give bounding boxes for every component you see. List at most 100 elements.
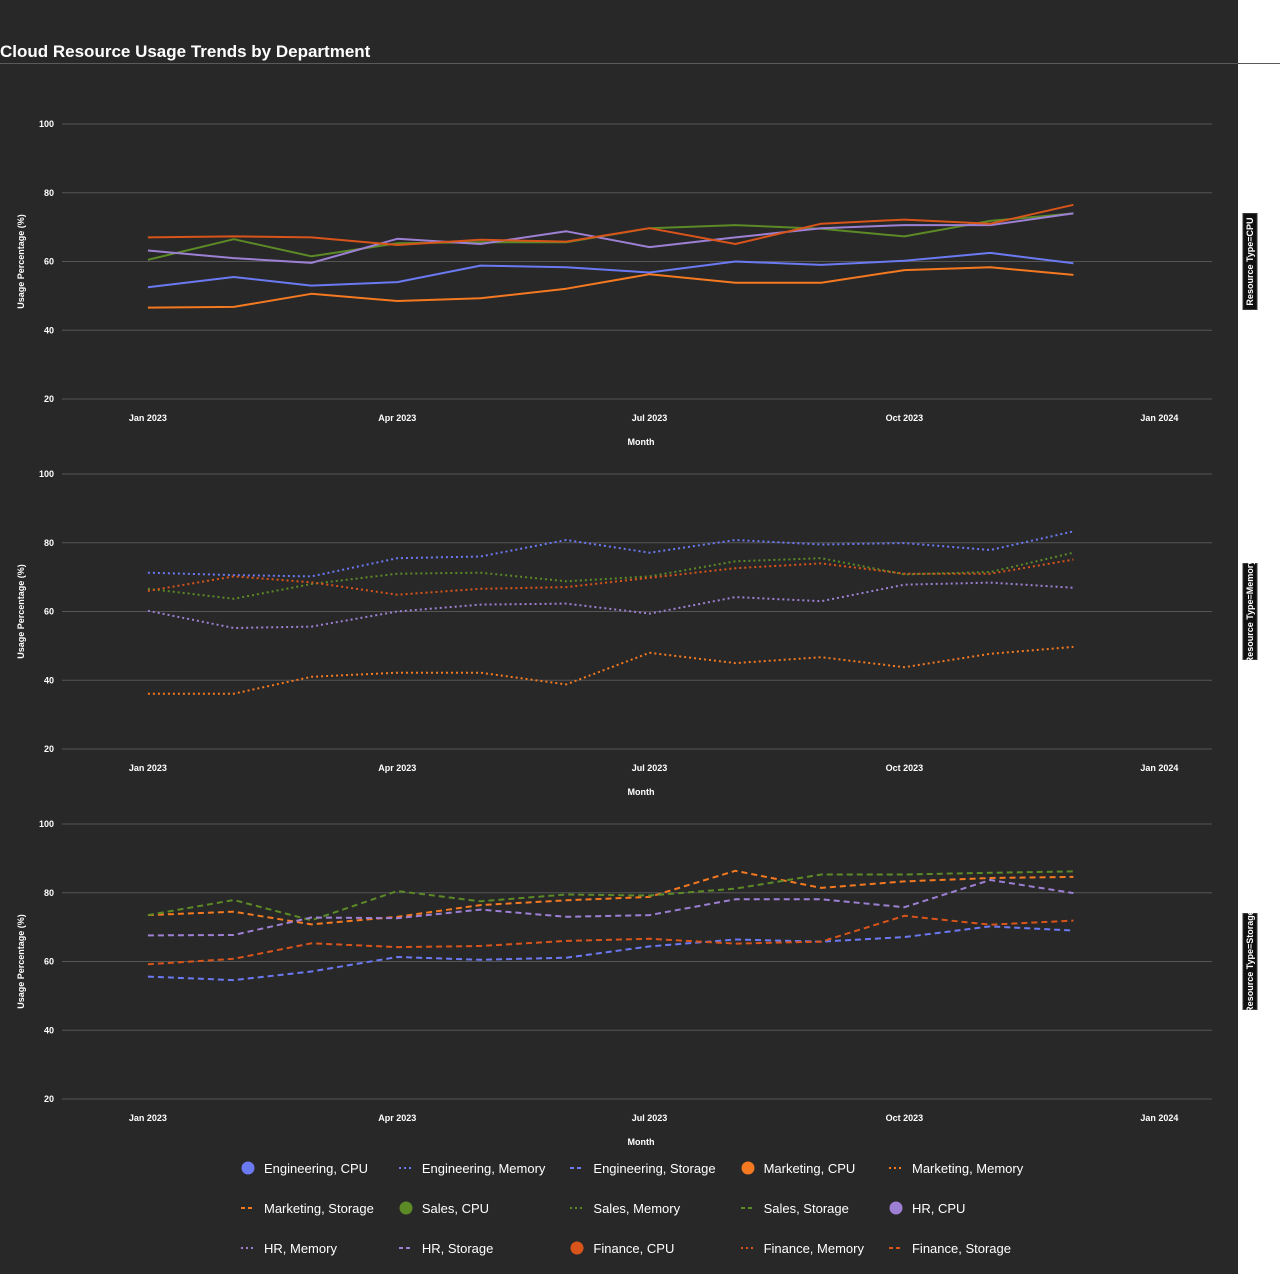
legend-label: HR, CPU — [911, 1200, 966, 1216]
x-axis-title: Month — [628, 437, 655, 447]
series-line — [147, 551, 1074, 600]
legend-circle-marker-icon — [741, 1161, 755, 1175]
series-line — [147, 203, 1074, 246]
legend-line-marker-icon — [740, 1247, 755, 1249]
legend-circle-marker-icon — [241, 1161, 255, 1175]
x-tick-label: Jan 2024 — [1140, 1113, 1178, 1123]
x-tick-label: Apr 2023 — [378, 1113, 416, 1123]
legend-circle-marker-icon — [570, 1241, 584, 1255]
x-tick-label: Apr 2023 — [378, 763, 416, 773]
x-tick-label: Jul 2023 — [632, 1113, 668, 1123]
legend-item[interactable]: Sales, Memory — [569, 1198, 715, 1218]
legend-item[interactable]: Marketing, CPU — [740, 1158, 864, 1178]
y-tick-label: 20 — [44, 1094, 54, 1104]
legend-label: Engineering, Storage — [593, 1160, 716, 1176]
facet-label: Resource Type=Memory — [1245, 560, 1255, 664]
y-tick-label: 60 — [44, 607, 54, 617]
legend-label: Finance, Memory — [763, 1240, 864, 1256]
legend-line-marker-icon — [398, 1247, 413, 1249]
y-tick-label: 100 — [39, 469, 54, 479]
y-tick-label: 20 — [44, 744, 54, 754]
legend-item[interactable]: Finance, Storage — [888, 1238, 1023, 1258]
y-tick-label: 100 — [39, 119, 54, 129]
series-line — [147, 869, 1074, 926]
x-tick-label: Oct 2023 — [886, 763, 924, 773]
legend-item[interactable]: Engineering, Memory — [398, 1158, 545, 1178]
legend-item[interactable]: Marketing, Storage — [240, 1198, 374, 1218]
series-line — [147, 251, 1074, 289]
x-tick-label: Jul 2023 — [632, 413, 668, 423]
legend-label: Marketing, Storage — [264, 1200, 374, 1216]
legend-line-marker-icon — [888, 1167, 903, 1169]
series-line — [147, 558, 1074, 596]
facet-label-box — [1242, 563, 1258, 660]
x-tick-label: Jan 2023 — [129, 1113, 167, 1123]
y-tick-label: 20 — [44, 394, 54, 404]
legend-line-marker-icon — [241, 1207, 255, 1209]
legend-label: HR, Memory — [264, 1240, 337, 1256]
legend-line-marker-icon — [570, 1207, 585, 1209]
legend-label: Finance, CPU — [593, 1240, 675, 1256]
y-tick-label: 40 — [44, 675, 54, 685]
y-axis-title: Usage Percentage (%) — [16, 214, 26, 309]
y-tick-label: 40 — [44, 325, 54, 335]
legend-item[interactable]: HR, Memory — [240, 1238, 374, 1258]
legend-item[interactable]: Finance, CPU — [569, 1238, 715, 1258]
x-tick-label: Jan 2024 — [1140, 413, 1178, 423]
series-line — [147, 530, 1074, 578]
series-line — [147, 879, 1074, 937]
chart-legend: Engineering, CPU Engineering, Memory Engin… — [240, 1158, 1023, 1258]
facet-label-box — [1242, 213, 1258, 310]
y-tick-label: 40 — [44, 1025, 54, 1035]
title-divider — [0, 63, 1280, 64]
y-tick-label: 80 — [44, 538, 54, 548]
y-axis-title: Usage Percentage (%) — [16, 914, 26, 1009]
legend-label: Engineering, CPU — [264, 1160, 369, 1176]
y-tick-label: 100 — [39, 819, 54, 829]
facet-label-box — [1242, 913, 1258, 1010]
series-line — [147, 212, 1074, 264]
legend-line-marker-icon — [241, 1247, 255, 1249]
x-axis-title: Month — [628, 787, 655, 797]
x-tick-label: Jul 2023 — [632, 763, 668, 773]
x-tick-label: Apr 2023 — [378, 413, 416, 423]
legend-line-marker-icon — [740, 1207, 755, 1209]
legend-item[interactable]: Sales, Storage — [740, 1198, 864, 1218]
y-tick-label: 80 — [44, 888, 54, 898]
chart-title: Cloud Resource Usage Trends by Departmen… — [0, 42, 371, 61]
series-line — [147, 266, 1074, 309]
y-tick-label: 60 — [44, 257, 54, 267]
y-tick-label: 60 — [44, 957, 54, 967]
legend-item[interactable]: Engineering, Storage — [569, 1158, 716, 1178]
series-line — [147, 645, 1074, 695]
legend-item[interactable]: Sales, CPU — [398, 1198, 546, 1218]
x-tick-label: Jan 2023 — [129, 413, 167, 423]
legend-label: HR, Storage — [421, 1240, 494, 1256]
facet-label: Resource Type=Storage — [1245, 910, 1255, 1013]
y-axis-title: Usage Percentage (%) — [16, 564, 26, 659]
x-tick-label: Jan 2023 — [129, 763, 167, 773]
y-tick-label: 80 — [44, 188, 54, 198]
series-line — [147, 870, 1074, 922]
legend-item[interactable]: HR, CPU — [888, 1198, 1023, 1218]
legend-label: Sales, Storage — [763, 1200, 849, 1216]
legend-item[interactable]: Marketing, Memory — [888, 1158, 1023, 1178]
legend-item[interactable]: Finance, Memory — [740, 1238, 864, 1258]
legend-label: Finance, Storage — [911, 1240, 1011, 1256]
legend-line-marker-icon — [398, 1167, 413, 1169]
legend-circle-marker-icon — [399, 1201, 413, 1215]
x-tick-label: Jan 2024 — [1140, 763, 1178, 773]
facet-label: Resource Type=CPU — [1245, 217, 1255, 305]
x-axis-title: Month — [628, 1137, 655, 1147]
series-line — [147, 925, 1074, 982]
x-tick-label: Oct 2023 — [886, 1113, 924, 1123]
x-tick-label: Oct 2023 — [886, 413, 924, 423]
legend-item[interactable]: Engineering, CPU — [240, 1158, 374, 1178]
legend-item[interactable]: HR, Storage — [398, 1238, 546, 1258]
legend-line-marker-icon — [888, 1247, 903, 1249]
legend-label: Marketing, Memory — [911, 1160, 1024, 1176]
legend-label: Sales, Memory — [593, 1200, 681, 1216]
series-line — [147, 914, 1074, 966]
legend-line-marker-icon — [570, 1167, 585, 1169]
